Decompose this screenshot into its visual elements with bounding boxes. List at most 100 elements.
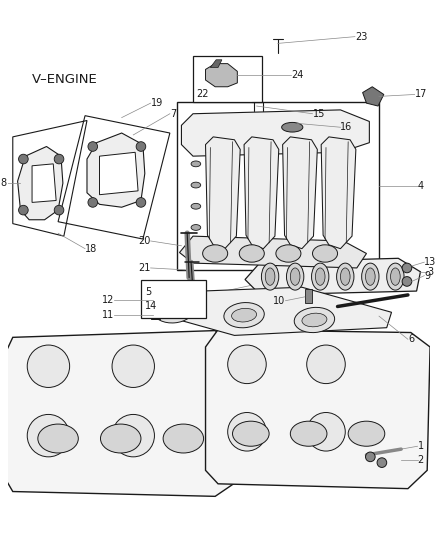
Circle shape bbox=[377, 458, 387, 467]
Circle shape bbox=[365, 452, 375, 462]
Polygon shape bbox=[244, 137, 279, 249]
Bar bbox=[151, 310, 160, 319]
Polygon shape bbox=[245, 259, 420, 295]
Ellipse shape bbox=[336, 263, 354, 290]
Circle shape bbox=[228, 413, 266, 451]
Text: 1: 1 bbox=[417, 441, 424, 451]
Text: 8: 8 bbox=[0, 178, 6, 188]
Polygon shape bbox=[87, 133, 145, 207]
Polygon shape bbox=[210, 60, 222, 68]
Bar bbox=[141, 279, 206, 318]
Text: 9: 9 bbox=[424, 271, 431, 281]
Ellipse shape bbox=[312, 245, 338, 262]
Circle shape bbox=[112, 415, 155, 457]
Circle shape bbox=[402, 263, 412, 273]
Polygon shape bbox=[205, 137, 240, 249]
Polygon shape bbox=[363, 87, 384, 106]
Circle shape bbox=[136, 142, 146, 151]
Ellipse shape bbox=[154, 298, 194, 323]
Circle shape bbox=[18, 205, 28, 215]
Ellipse shape bbox=[163, 424, 204, 453]
Circle shape bbox=[88, 198, 98, 207]
Ellipse shape bbox=[191, 224, 201, 230]
Ellipse shape bbox=[294, 308, 335, 333]
Polygon shape bbox=[6, 330, 239, 496]
Ellipse shape bbox=[387, 263, 404, 290]
Polygon shape bbox=[181, 110, 369, 156]
Circle shape bbox=[228, 345, 266, 384]
Circle shape bbox=[27, 415, 70, 457]
Polygon shape bbox=[18, 147, 63, 220]
Polygon shape bbox=[180, 236, 367, 268]
Ellipse shape bbox=[276, 245, 301, 262]
Text: 23: 23 bbox=[355, 31, 367, 42]
Bar bbox=[152, 294, 164, 305]
Ellipse shape bbox=[365, 268, 375, 285]
Text: 11: 11 bbox=[102, 310, 114, 320]
Text: 17: 17 bbox=[415, 90, 427, 100]
Ellipse shape bbox=[315, 268, 325, 285]
Circle shape bbox=[27, 345, 70, 387]
Text: 18: 18 bbox=[85, 244, 97, 254]
Ellipse shape bbox=[290, 421, 327, 446]
Polygon shape bbox=[99, 152, 138, 195]
Text: 14: 14 bbox=[145, 301, 157, 311]
Text: 6: 6 bbox=[408, 334, 414, 344]
Ellipse shape bbox=[290, 268, 300, 285]
Polygon shape bbox=[321, 137, 356, 249]
Polygon shape bbox=[205, 329, 430, 489]
Polygon shape bbox=[205, 63, 237, 87]
Ellipse shape bbox=[38, 424, 78, 453]
Bar bbox=[177, 102, 379, 270]
Text: 22: 22 bbox=[196, 90, 208, 100]
Ellipse shape bbox=[391, 268, 400, 285]
Text: 21: 21 bbox=[138, 263, 151, 273]
Ellipse shape bbox=[311, 263, 329, 290]
Ellipse shape bbox=[362, 263, 379, 290]
Ellipse shape bbox=[239, 245, 264, 262]
Text: 2: 2 bbox=[417, 455, 424, 465]
Ellipse shape bbox=[191, 204, 201, 209]
Text: 4: 4 bbox=[417, 181, 424, 191]
Text: 5: 5 bbox=[145, 287, 151, 297]
Ellipse shape bbox=[232, 309, 257, 322]
Ellipse shape bbox=[286, 263, 304, 290]
Circle shape bbox=[307, 345, 345, 384]
Text: 19: 19 bbox=[151, 98, 163, 108]
Polygon shape bbox=[32, 164, 56, 203]
Ellipse shape bbox=[340, 268, 350, 285]
Text: 24: 24 bbox=[291, 70, 304, 80]
Text: 20: 20 bbox=[138, 236, 151, 246]
Circle shape bbox=[54, 154, 64, 164]
Ellipse shape bbox=[348, 421, 385, 446]
Text: 3: 3 bbox=[427, 267, 433, 277]
Ellipse shape bbox=[282, 123, 303, 132]
Ellipse shape bbox=[203, 245, 228, 262]
Circle shape bbox=[402, 277, 412, 286]
Ellipse shape bbox=[233, 421, 269, 446]
Bar bbox=[193, 56, 262, 102]
Ellipse shape bbox=[191, 182, 201, 188]
Ellipse shape bbox=[261, 263, 279, 290]
Circle shape bbox=[88, 142, 98, 151]
Text: 7: 7 bbox=[170, 109, 176, 119]
Text: 10: 10 bbox=[273, 296, 286, 306]
Polygon shape bbox=[145, 287, 392, 335]
Text: 15: 15 bbox=[312, 109, 325, 119]
Circle shape bbox=[112, 345, 155, 387]
Circle shape bbox=[18, 154, 28, 164]
Bar bbox=[305, 289, 311, 303]
Circle shape bbox=[136, 198, 146, 207]
Ellipse shape bbox=[100, 424, 141, 453]
Text: 13: 13 bbox=[424, 257, 437, 267]
Text: 12: 12 bbox=[102, 295, 114, 305]
Ellipse shape bbox=[302, 313, 327, 327]
Ellipse shape bbox=[224, 303, 264, 328]
Ellipse shape bbox=[191, 161, 201, 167]
Ellipse shape bbox=[265, 268, 275, 285]
Polygon shape bbox=[283, 137, 317, 249]
Circle shape bbox=[54, 205, 64, 215]
Text: V–ENGINE: V–ENGINE bbox=[32, 72, 98, 86]
Text: 16: 16 bbox=[340, 122, 353, 132]
Ellipse shape bbox=[161, 303, 186, 317]
